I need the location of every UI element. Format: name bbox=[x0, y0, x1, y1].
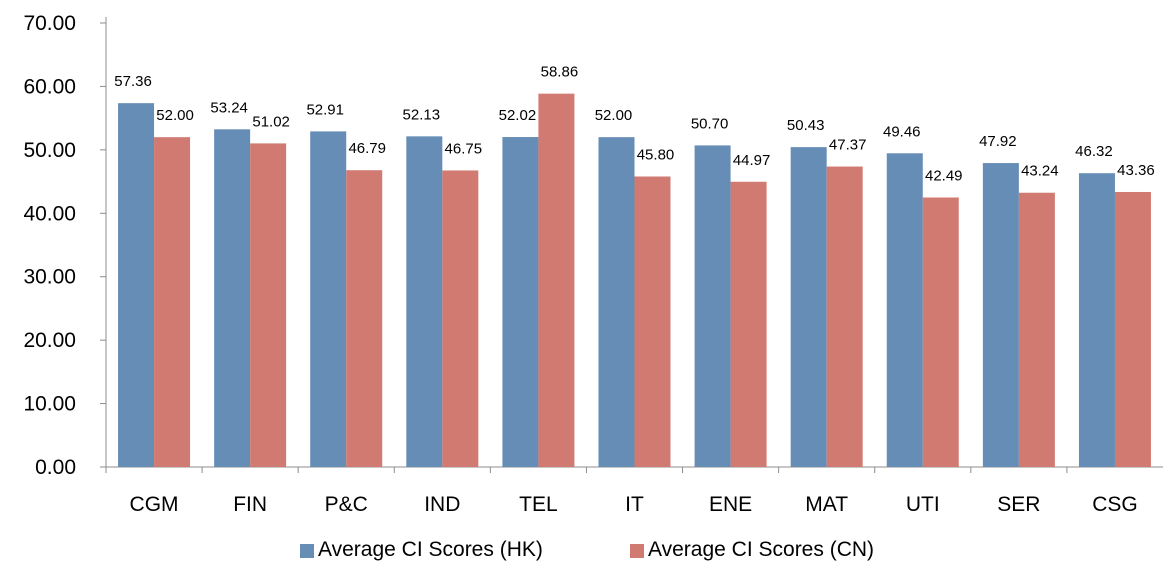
x-tick-label: CSG bbox=[1092, 493, 1138, 516]
bar-hk bbox=[310, 131, 347, 468]
data-label: 45.80 bbox=[637, 146, 675, 163]
y-tick-label: 10.00 bbox=[23, 393, 76, 416]
data-label: 52.13 bbox=[403, 106, 441, 123]
data-label: 43.36 bbox=[1117, 162, 1155, 179]
bar-cn bbox=[442, 170, 479, 467]
x-axis: CGM FIN P&C IND TEL IT ENE MAT UTI SER CSG bbox=[105, 466, 1163, 516]
bar-cn bbox=[922, 197, 959, 467]
bar-hk bbox=[406, 136, 443, 467]
bar-cn bbox=[826, 166, 863, 467]
bar-hk bbox=[214, 129, 251, 468]
bar-hk bbox=[118, 103, 155, 468]
data-label: 52.91 bbox=[306, 101, 344, 118]
bar-hk bbox=[694, 145, 731, 467]
legend: Average CI Scores (HK) Average CI Scores … bbox=[300, 538, 874, 561]
y-tick-label: 40.00 bbox=[23, 202, 76, 225]
legend-swatch bbox=[300, 544, 314, 558]
data-label: 47.92 bbox=[979, 133, 1017, 150]
y-tick-label: 50.00 bbox=[23, 139, 76, 162]
data-label: 52.00 bbox=[595, 107, 633, 124]
legend-label: Average CI Scores (HK) bbox=[318, 538, 543, 561]
data-label: 46.75 bbox=[445, 140, 483, 157]
data-label: 52.02 bbox=[499, 107, 537, 124]
bar-cn bbox=[1018, 192, 1055, 467]
x-tick-label: UTI bbox=[906, 493, 940, 516]
data-label: 58.86 bbox=[541, 64, 579, 81]
y-tick-label: 60.00 bbox=[23, 75, 76, 98]
bar-hk bbox=[790, 147, 827, 468]
data-label: 46.32 bbox=[1075, 143, 1113, 160]
y-axis: 0.00 10.00 20.00 30.00 40.00 50.00 60.00 70.00 bbox=[23, 12, 107, 479]
bar-cn bbox=[634, 176, 671, 468]
x-tick-label: MAT bbox=[805, 493, 848, 516]
bar-hk bbox=[1078, 173, 1115, 467]
data-label: 53.24 bbox=[210, 99, 248, 116]
x-tick-label: P&C bbox=[325, 493, 368, 516]
bar-cn bbox=[538, 93, 575, 468]
y-tick-label: 0.00 bbox=[35, 456, 76, 479]
bar-hk bbox=[886, 153, 923, 467]
bars bbox=[118, 93, 1151, 468]
data-label: 57.36 bbox=[114, 73, 152, 90]
bar-cn bbox=[346, 170, 383, 467]
legend-label: Average CI Scores (CN) bbox=[648, 538, 874, 561]
bar-cn bbox=[1114, 191, 1151, 468]
legend-swatch bbox=[630, 544, 644, 558]
data-label: 42.49 bbox=[925, 167, 963, 184]
data-label: 50.43 bbox=[787, 117, 825, 134]
data-label: 47.37 bbox=[829, 137, 867, 154]
x-tick-label: IT bbox=[625, 493, 644, 516]
bar-hk bbox=[982, 163, 1019, 467]
y-tick-label: 20.00 bbox=[23, 329, 76, 352]
x-tick-label: SER bbox=[997, 493, 1040, 516]
y-tick-label: 70.00 bbox=[23, 12, 76, 35]
data-label: 51.02 bbox=[252, 113, 290, 130]
data-label: 43.24 bbox=[1021, 163, 1059, 180]
data-label: 52.00 bbox=[156, 107, 194, 124]
x-tick-label: FIN bbox=[233, 493, 267, 516]
x-tick-label: CGM bbox=[130, 493, 179, 516]
data-label: 50.70 bbox=[691, 115, 729, 132]
data-label: 49.46 bbox=[883, 123, 921, 140]
y-tick-label: 30.00 bbox=[23, 266, 76, 289]
bar-cn bbox=[154, 137, 191, 467]
data-label: 46.79 bbox=[348, 140, 386, 157]
x-tick-label: ENE bbox=[709, 493, 752, 516]
bar-hk bbox=[502, 137, 539, 468]
x-tick-label: TEL bbox=[519, 493, 558, 516]
bar-cn bbox=[730, 181, 767, 467]
x-tick-label: IND bbox=[424, 493, 460, 516]
bar-cn bbox=[250, 143, 287, 467]
data-label: 44.97 bbox=[733, 152, 771, 169]
bar-hk bbox=[598, 137, 635, 467]
